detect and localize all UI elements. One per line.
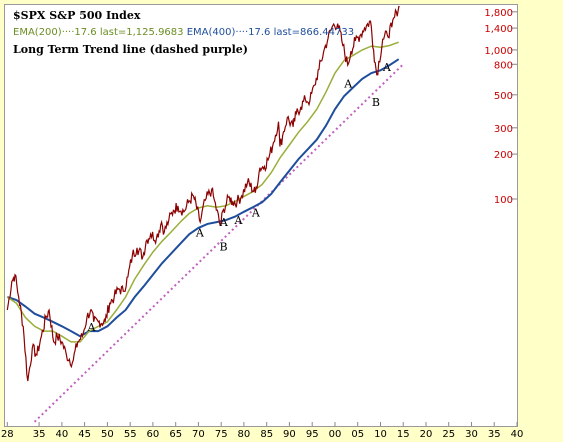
x-tick-label: 65 xyxy=(169,429,182,440)
y-tick-label: 1,800 xyxy=(484,8,513,19)
annotation-a: A xyxy=(219,216,229,229)
y-tick-label: 800 xyxy=(494,60,513,71)
annotation-b: B xyxy=(219,241,227,254)
ema200-series xyxy=(6,41,399,343)
ema-legend: EMA(200)····17.6 last=1,125.9683 EMA(400… xyxy=(13,27,354,38)
x-tick-label: 20 xyxy=(420,429,433,440)
x-tick-label: 10 xyxy=(374,429,387,440)
y-tick-label: 300 xyxy=(494,124,513,135)
x-tick-label: 40 xyxy=(56,429,69,440)
trendline-series xyxy=(33,63,404,423)
ema400-dots: ···· xyxy=(235,27,249,38)
x-tick-label: 45 xyxy=(78,429,91,440)
annotation-b: B xyxy=(372,96,380,109)
x-tick-label: 30 xyxy=(465,429,478,440)
x-tick-label: 80 xyxy=(238,429,251,440)
x-tick-label: 25 xyxy=(442,429,455,440)
y-tick-label: 1,400 xyxy=(484,24,513,35)
ema200-value: 17.6 last=1,125.9683 xyxy=(74,27,184,38)
y-tick-label: 1,000 xyxy=(484,46,513,57)
x-tick-label: 95 xyxy=(306,429,319,440)
ema400-label: EMA(400) xyxy=(186,27,236,38)
x-tick-label: 70 xyxy=(192,429,205,440)
ema200-dots: ···· xyxy=(61,27,75,38)
ema200-label: EMA(200) xyxy=(13,27,62,38)
x-tick-label: 90 xyxy=(283,429,296,440)
x-tick-label: 55 xyxy=(124,429,137,440)
annotation-a: A xyxy=(234,214,244,227)
y-tick-label: 500 xyxy=(494,91,513,102)
x-tick-label: 35 xyxy=(488,429,501,440)
x-tick-label: 40 xyxy=(511,429,524,440)
annotation-a: A xyxy=(382,61,392,74)
x-tick-label: 50 xyxy=(101,429,114,440)
annotation-a: A xyxy=(343,77,353,90)
chart-plot-area: 1,800 1,400 1,000 800 500 300 200 100 28 35 40 45 50… xyxy=(1,4,523,440)
x-tick-label: 60 xyxy=(147,429,160,440)
x-tick-label: 05 xyxy=(351,429,364,440)
annotation-a: A xyxy=(251,207,261,220)
ema400-series xyxy=(6,58,400,338)
x-tick-label: 00 xyxy=(329,429,342,440)
x-tick-label: 28 xyxy=(1,429,14,440)
y-tick-label: 100 xyxy=(494,195,513,206)
y-tick-label: 200 xyxy=(494,150,513,161)
ema400-value: 17.6 last=866.44733 xyxy=(248,27,355,38)
annotation-a: A xyxy=(195,227,205,240)
annotation-a: A xyxy=(87,321,97,334)
x-tick-label: 15 xyxy=(397,429,410,440)
x-tick-label: 85 xyxy=(260,429,273,440)
chart-title: $SPX S&P 500 Index xyxy=(13,9,141,22)
x-tick-label: 35 xyxy=(33,429,46,440)
price-series xyxy=(6,6,400,382)
x-tick-label: 75 xyxy=(215,429,228,440)
trendline-note: Long Term Trend line (dashed purple) xyxy=(13,43,248,56)
